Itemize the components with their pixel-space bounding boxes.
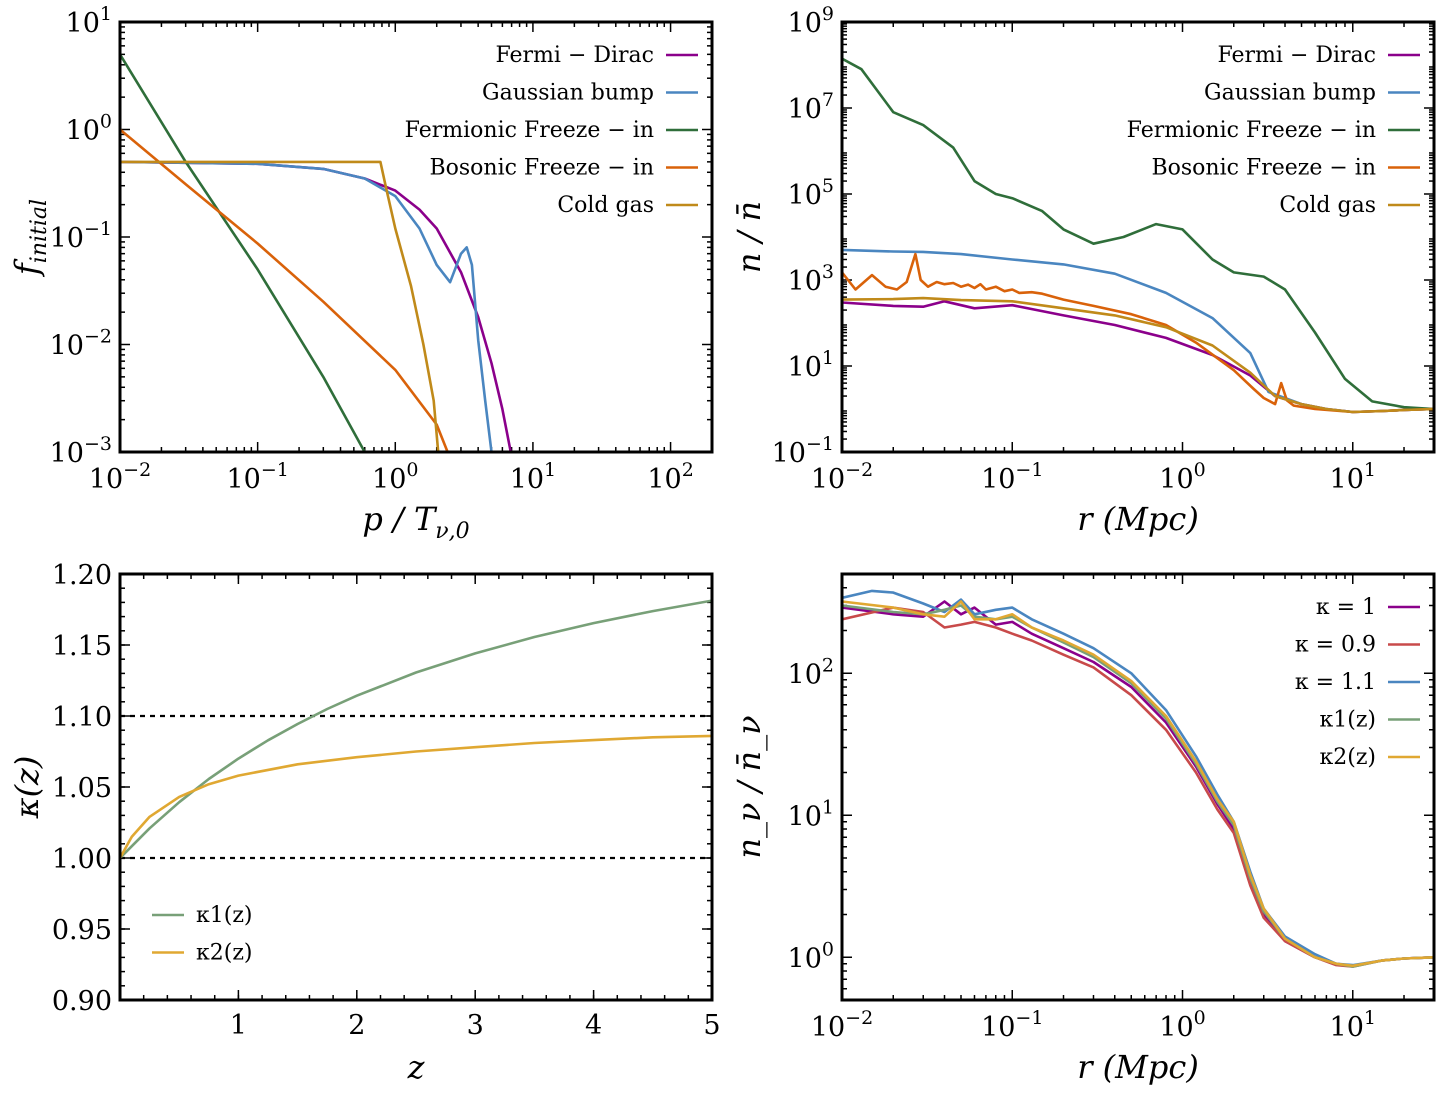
x-axis-title: r (Mpc) <box>1077 500 1199 538</box>
x-tick-label: 2 <box>348 1010 365 1041</box>
legend-label: Cold gas <box>557 193 654 218</box>
y-tick-label: 10−1 <box>772 433 834 469</box>
legend-label: κ2(z) <box>1319 745 1376 770</box>
legend: Fermi − Dirac Gaussian bump Fermionic Free… <box>405 43 698 218</box>
y-tick-label: 100 <box>66 111 112 147</box>
legend-label: κ = 1 <box>1316 595 1376 620</box>
series-line-0 <box>120 160 513 452</box>
plot-frame <box>840 20 1436 454</box>
plot-frame <box>118 572 714 1002</box>
y-tick-label: 1.20 <box>52 560 112 591</box>
series-line-3 <box>842 604 1434 968</box>
x-tick-label: 10−2 <box>89 459 151 495</box>
series-line-3 <box>120 128 449 452</box>
x-tick-label: 10−1 <box>226 459 288 495</box>
y-tick-label: 1.15 <box>52 631 112 662</box>
y-tick-label: 101 <box>788 796 834 832</box>
series-line-4 <box>842 296 1434 414</box>
series-group <box>842 589 1434 968</box>
series-line-1 <box>120 160 493 452</box>
y-tick-label: 102 <box>788 654 834 690</box>
x-tick-label: 4 <box>585 1010 602 1041</box>
series-line-3 <box>842 252 1434 414</box>
series-line-2 <box>120 53 367 452</box>
y-tick-label: 1.10 <box>52 702 112 733</box>
series-line-0 <box>120 599 712 860</box>
x-axis-title: z <box>407 1048 426 1086</box>
y-tick-label: 105 <box>788 175 834 211</box>
y-tick-label: 103 <box>788 261 834 297</box>
legend-label: κ = 1.1 <box>1295 670 1376 695</box>
x-tick-label: 102 <box>647 459 693 495</box>
y-axis-title: finitial <box>8 199 52 277</box>
y-tick-label: 101 <box>788 347 834 383</box>
y-axis-title: n_ν / n̄_ν <box>730 715 768 858</box>
legend-label: Gaussian bump <box>1204 81 1376 106</box>
series-line-0 <box>842 299 1434 414</box>
legend-label: κ = 0.9 <box>1295 633 1376 658</box>
legend-label: Fermionic Freeze − in <box>1127 118 1376 143</box>
x-tick-label: 100 <box>1159 459 1205 495</box>
y-tick-label: 100 <box>788 938 834 974</box>
y-tick-label: 0.90 <box>52 986 112 1017</box>
x-tick-label: 100 <box>372 459 418 495</box>
y-tick-label: 0.95 <box>52 915 112 946</box>
legend-label: Cold gas <box>1279 193 1376 218</box>
x-tick-label: 3 <box>467 1010 484 1041</box>
legend-label: κ1(z) <box>1319 708 1376 733</box>
legend-label: κ2(z) <box>196 941 253 966</box>
x-tick-label: 101 <box>510 459 556 495</box>
y-tick-label: 10−2 <box>50 326 112 362</box>
series-line-2 <box>842 57 1434 411</box>
y-tick-label: 109 <box>788 3 834 39</box>
y-tick-label: 1.00 <box>52 844 112 875</box>
legend-label: Fermi − Dirac <box>495 43 654 68</box>
y-tick-label: 1.05 <box>52 773 112 804</box>
legend: κ1(z) κ2(z) <box>152 903 253 966</box>
panel-neutrino-density: 10−2 10−1 100 101 100 101 102 r (Mpc) n_ν / n̄_ν… <box>730 572 1436 1086</box>
panel-kappa-z: 1 2 3 4 5 0.90 0.95 1.00 1.05 1.10 1.15 1.20 z κ(z) κ1… <box>8 560 721 1086</box>
y-axis-title: κ(z) <box>8 756 46 820</box>
legend-label: Bosonic Freeze − in <box>429 156 654 181</box>
series-group <box>842 57 1434 414</box>
x-tick-label: 100 <box>1159 1007 1205 1043</box>
series-group <box>120 599 712 860</box>
y-tick-label: 101 <box>66 3 112 39</box>
legend-label: Bosonic Freeze − in <box>1151 156 1376 181</box>
x-tick-label: 101 <box>1330 459 1376 495</box>
y-tick-label: 10−3 <box>50 433 112 469</box>
y-tick-label: 107 <box>788 89 834 125</box>
x-tick-label: 10−1 <box>981 1007 1043 1043</box>
legend: κ = 1 κ = 0.9 κ = 1.1 κ1(z) κ2(z) <box>1295 595 1420 770</box>
series-line-4 <box>842 600 1434 968</box>
y-axis-title: n / n̄ <box>730 201 768 273</box>
series-line-4 <box>120 160 440 452</box>
x-tick-label: 10−2 <box>811 1007 873 1043</box>
x-tick-label: 101 <box>1330 1007 1376 1043</box>
x-tick-label: 10−2 <box>811 459 873 495</box>
legend: Fermi − Dirac Gaussian bump Fermionic Free… <box>1127 43 1420 218</box>
legend-label: Fermionic Freeze − in <box>405 118 654 143</box>
legend-label: Fermi − Dirac <box>1217 43 1376 68</box>
series-group <box>120 53 513 452</box>
series-line-1 <box>120 734 712 860</box>
x-tick-label: 5 <box>703 1010 720 1041</box>
legend-label: Gaussian bump <box>482 81 654 106</box>
y-tick-label: 10−1 <box>50 218 112 254</box>
legend-label: κ1(z) <box>196 903 253 928</box>
plot-frame <box>118 20 714 454</box>
x-tick-label: 10−1 <box>981 459 1043 495</box>
plot-frame <box>840 572 1436 1002</box>
x-tick-label: 1 <box>230 1010 247 1041</box>
x-axis-title: r (Mpc) <box>1077 1048 1199 1086</box>
series-line-1 <box>842 606 1434 968</box>
x-axis-title: p / Tν,0 <box>362 500 469 544</box>
